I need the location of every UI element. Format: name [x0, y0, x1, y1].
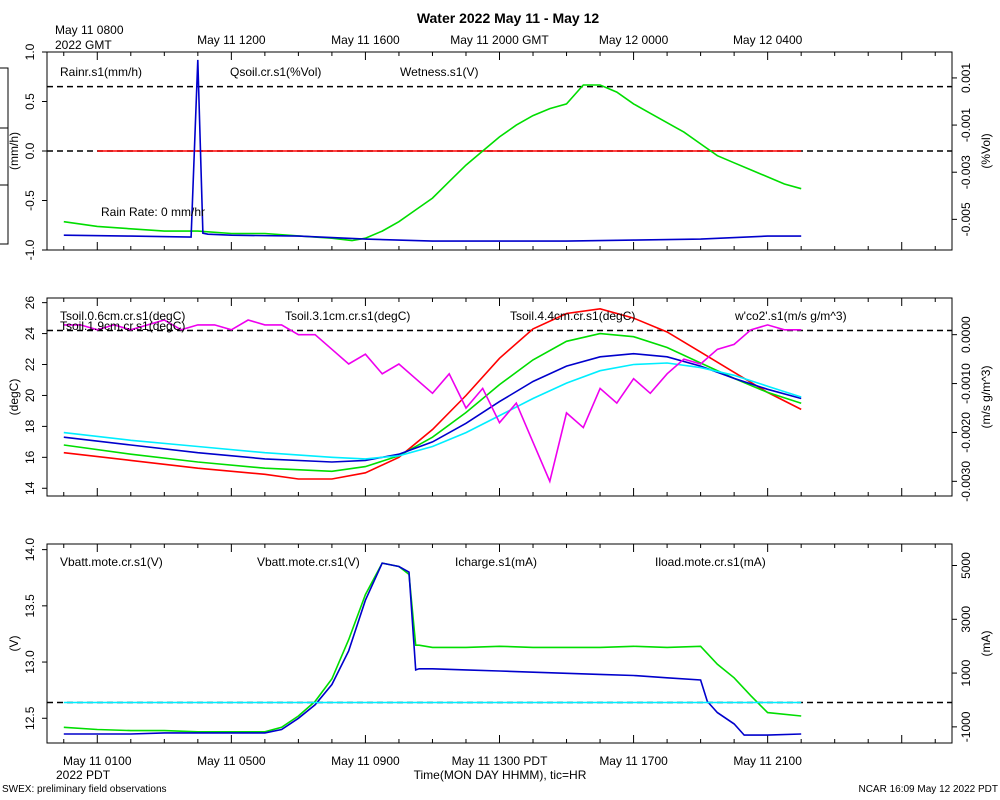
left-tick-label: 18 — [23, 419, 37, 433]
right-tick-label: -0.001 — [959, 108, 973, 142]
series-line-wetness-s1-v — [63, 59, 802, 242]
edge-bracket — [0, 67, 9, 245]
right-axis-label: (mA) — [979, 631, 993, 657]
legend-label-icharge-s1-ma: Icharge.s1(mA) — [455, 555, 537, 569]
left-tick-label: 26 — [23, 296, 37, 310]
bottom-tick-label: May 11 1300 PDT — [452, 754, 548, 768]
left-tick-label: -0.5 — [23, 190, 37, 211]
top-tick-label: May 12 0000 — [599, 33, 669, 47]
left-edge-marks — [0, 67, 9, 245]
top-tick-label: May 11 1600 — [331, 33, 400, 47]
legend-label-tsoil-3-1cm-cr-s1-degc: Tsoil.3.1cm.cr.s1(degC) — [285, 309, 410, 323]
right-tick-label: -0.005 — [959, 202, 973, 236]
left-tick-label: 0.0 — [23, 142, 37, 159]
right-tick-label: -1000 — [959, 711, 973, 742]
bottom-tick-label: May 11 0900 — [331, 754, 400, 768]
bottom-axis-origin-line2: 2022 PDT — [56, 768, 111, 782]
right-axis-label: (%Vol) — [979, 133, 993, 168]
series-line-tsoil-3-1cm-cr-s1-degc — [63, 352, 802, 463]
bottom-tick-label: May 11 2100 — [733, 754, 802, 768]
legend-label-vbatt-mote-cr-s1-v: Vbatt.mote.cr.s1(V) — [257, 555, 360, 569]
top-axis-ticks: May 11 1200 May 11 1600 May 11 2000 GMT May… — [197, 33, 803, 47]
right-tick-label: 0.001 — [959, 63, 973, 93]
series-line-tsoil-0-6cm-cr-s1-degc — [63, 307, 802, 480]
right-tick-label: 0.0000 — [959, 316, 973, 353]
bottom-tick-label-origin: May 11 0100 — [63, 754, 132, 768]
legend-label-wetness-s1-v: Wetness.s1(V) — [400, 65, 478, 79]
panel-water: -1.0 -0.5 0.0 0.5 1.0 (mm/h) -0.005 -0.003 -0.00… — [7, 43, 993, 260]
bottom-axis-ticks: May 11 0100 May 11 0500 May 11 0900 May 11 … — [63, 754, 802, 768]
right-tick-label: 5000 — [959, 552, 973, 579]
series-line-qsoil-cr-s1-vol — [63, 84, 802, 242]
legend-label-vbatt-mote-cr-s1-v: Vbatt.mote.cr.s1(V) — [60, 555, 163, 569]
legend-label-tsoil-4-4cm-cr-s1-degc: Tsoil.4.4cm.cr.s1(degC) — [510, 309, 635, 323]
top-tick-label: May 11 1200 — [197, 33, 266, 47]
plot-frame — [46, 543, 953, 744]
left-tick-label: 20 — [23, 388, 37, 402]
bottom-tick-label: May 11 1700 — [599, 754, 668, 768]
left-tick-label: 13.0 — [23, 650, 37, 674]
panel-power: 12.5 13.0 13.5 14.0 (V) -1000 1000 3000 5000 (mA)… — [7, 538, 993, 744]
left-tick-label: 1.0 — [23, 43, 37, 60]
left-tick-label: 14 — [23, 481, 37, 495]
top-axis-origin-line1: May 11 0800 — [55, 23, 124, 37]
rain-rate-annotation: Rain Rate: 0 mm/hr — [101, 205, 205, 219]
legend-label-iload-mote-cr-s1-ma: Iload.mote.cr.s1(mA) — [655, 555, 766, 569]
footer-right-note: NCAR 16:09 May 12 2022 PDT — [858, 784, 998, 795]
series-line-w-co2-s1-m-s-g-m-3 — [63, 319, 802, 484]
footer-left-note: SWEX: preliminary field observations — [2, 784, 167, 795]
top-tick-label: May 12 0400 — [733, 33, 803, 47]
series-line-vbatt-mote-cr-s1-v — [63, 562, 802, 733]
left-axis-label: (V) — [7, 636, 21, 652]
legend-label-tsoil-0-6cm-cr-s1-degc: Tsoil.0.6cm.cr.s1(degC) — [60, 309, 185, 323]
right-tick-label: -0.0030 — [959, 461, 973, 502]
chart-title: Water 2022 May 11 - May 12 — [417, 10, 600, 26]
legend-label-qsoil-cr-s1-vol: Qsoil.cr.s1(%Vol) — [230, 65, 321, 79]
legend-label-tsoil-1-9cm-cr-s1-degc: Tsoil.1.9cm.cr.s1(degC) — [60, 319, 185, 333]
panel-soil-temperature: 14 16 18 20 22 24 26 (degC) -0.0030 -0.0020 -0.001… — [7, 296, 993, 502]
top-tick-label: May 11 2000 GMT — [450, 33, 549, 47]
left-axis-label: (degC) — [7, 379, 21, 416]
left-tick-label: 14.0 — [23, 538, 37, 562]
left-tick-label: 22 — [23, 358, 37, 372]
top-axis-origin-line2: 2022 GMT — [55, 38, 112, 52]
left-tick-label: -1.0 — [23, 239, 37, 260]
right-tick-label: 1000 — [959, 659, 973, 686]
legend-label-w-co2-s1-m-s-g-m-3: w'co2'.s1(m/s g/m^3) — [734, 309, 847, 323]
left-tick-label: 0.5 — [23, 93, 37, 110]
right-tick-label: -0.0010 — [959, 363, 973, 404]
series-line-tsoil-4-4cm-cr-s1-degc — [63, 362, 802, 460]
right-axis-label: (m/s g/m^3) — [979, 366, 993, 429]
left-axis-label: (mm/h) — [7, 132, 21, 170]
left-tick-label: 16 — [23, 450, 37, 464]
series-line-icharge-s1-ma — [63, 562, 802, 736]
left-tick-label: 24 — [23, 327, 37, 341]
left-tick-label: 12.5 — [23, 706, 37, 730]
left-tick-label: 13.5 — [23, 594, 37, 618]
bottom-tick-label: May 11 0500 — [197, 754, 266, 768]
right-tick-label: 3000 — [959, 606, 973, 633]
legend-label-rainr-s1-mm-h: Rainr.s1(mm/h) — [60, 65, 142, 79]
x-axis-label: Time(MON DAY HHMM), tic=HR — [414, 768, 587, 782]
right-tick-label: -0.0020 — [959, 412, 973, 453]
right-tick-label: -0.003 — [959, 155, 973, 189]
